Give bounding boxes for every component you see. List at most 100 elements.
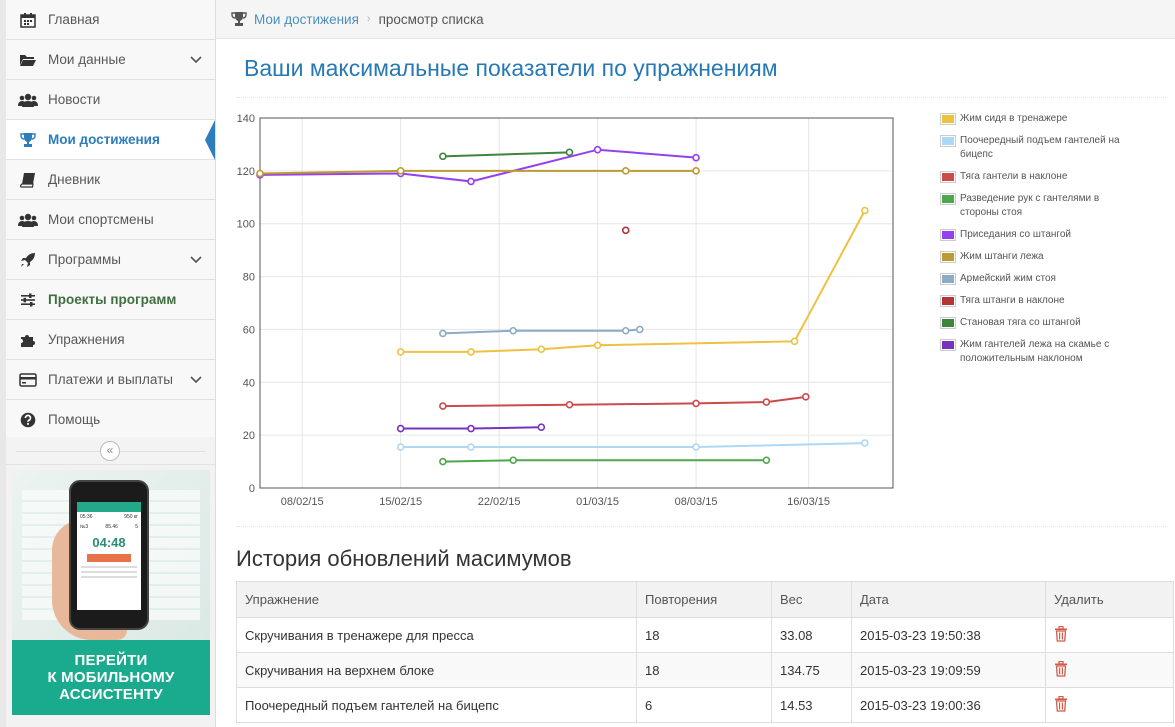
legend-swatch [940, 295, 956, 307]
legend-swatch [940, 339, 956, 351]
sidebar-item-news[interactable]: Новости [6, 80, 215, 120]
trash-icon[interactable] [1054, 695, 1068, 712]
legend-item[interactable]: Тяга штанги в наклоне [940, 294, 1140, 308]
data-point[interactable] [635, 325, 644, 334]
data-point[interactable] [593, 145, 602, 154]
data-point[interactable] [396, 443, 405, 451]
sidebar-item-label: Мои достижения [48, 132, 160, 147]
breadcrumb: Мои достижения › просмотр списка [216, 0, 1175, 39]
data-point[interactable] [396, 167, 405, 175]
cell-delete [1045, 687, 1174, 723]
sidebar-collapse-button[interactable]: « [100, 441, 120, 461]
trophy-icon [231, 12, 247, 26]
data-point[interactable] [509, 326, 518, 335]
data-point[interactable] [692, 443, 700, 451]
sliders-icon [18, 291, 38, 309]
data-point[interactable] [396, 348, 405, 356]
sidebar-item-exercises[interactable]: Упражнения [6, 320, 215, 360]
data-point[interactable] [467, 443, 475, 451]
data-point[interactable] [537, 423, 546, 432]
legend-swatch [940, 113, 956, 125]
users-icon [18, 211, 38, 229]
legend-label: Разведение рук с гантелями в стороны сто… [960, 193, 1100, 218]
sidebar-item-program-projects[interactable]: Проекты программ [6, 280, 215, 320]
cell-delete [1045, 652, 1174, 688]
data-point[interactable] [467, 424, 475, 433]
sidebar-item-payments[interactable]: Платежи и выплаты [6, 360, 215, 400]
y-tick-label: 120 [237, 166, 255, 178]
legend-item[interactable]: Становая тяга со штангой [940, 316, 1140, 330]
data-point[interactable] [861, 206, 869, 215]
main-content: Мои достижения › просмотр списка Ваши ма… [216, 0, 1175, 727]
data-point[interactable] [762, 456, 771, 465]
sidebar-item-diary[interactable]: Дневник [6, 160, 215, 200]
data-point[interactable] [565, 148, 574, 157]
sidebar-item-label: Упражнения [48, 332, 125, 347]
data-point[interactable] [762, 398, 771, 406]
data-point[interactable] [439, 152, 447, 161]
legend-item[interactable]: Армейский жим стоя [940, 272, 1140, 286]
legend-swatch [940, 317, 956, 329]
data-point[interactable] [509, 456, 518, 465]
mobile-assistant-banner[interactable]: 05:36 950 кг №3 85.46 5 04:48 ПЕРЕЙТИ К … [12, 470, 210, 715]
sidebar-item-label: Главная [48, 12, 100, 27]
legend-item[interactable]: Жим штанги лежа [940, 250, 1140, 264]
sidebar-item-label: Дневник [48, 172, 101, 187]
data-point[interactable] [396, 424, 405, 433]
cell-date: 2015-03-23 19:09:59 [851, 652, 1046, 688]
sidebar-item-my-athletes[interactable]: Мои спортсмены [6, 200, 215, 240]
divider [236, 526, 1166, 527]
data-point[interactable] [439, 329, 447, 338]
data-point[interactable] [621, 326, 630, 335]
phone-reps-value: 5 [135, 524, 138, 530]
chevron-down-icon [190, 256, 202, 264]
column-header-delete: Удалить [1045, 581, 1174, 618]
legend-item[interactable]: Жим гантелей лежа на скамье с положитель… [940, 338, 1140, 366]
sidebar-item-my-data[interactable]: Мои данные [6, 40, 215, 80]
data-point[interactable] [790, 337, 799, 346]
chart-grid [259, 117, 894, 489]
x-tick-label: 15/02/15 [379, 496, 422, 508]
question-circle-icon [18, 411, 38, 429]
x-tick-label: 16/03/15 [787, 496, 830, 508]
data-point[interactable] [692, 399, 700, 408]
legend-item[interactable]: Приседания со штангой [940, 228, 1140, 242]
legend-item[interactable]: Поочередный подъем гантелей на бицепс [940, 134, 1140, 162]
legend-label: Приседания со штангой [960, 229, 1071, 240]
data-point[interactable] [256, 169, 264, 178]
data-point[interactable] [861, 439, 869, 447]
phone-screen: 05:36 950 кг №3 85.46 5 04:48 [77, 502, 141, 610]
legend-item[interactable]: Тяга гантели в наклоне [940, 170, 1140, 184]
data-point[interactable] [439, 457, 447, 466]
data-point[interactable] [621, 226, 630, 235]
legend-item[interactable]: Жим сидя в тренажере [940, 112, 1140, 126]
sidebar-item-help[interactable]: Помощь [6, 400, 215, 440]
sidebar-item-label: Помощь [48, 412, 101, 427]
data-point[interactable] [692, 153, 700, 162]
sidebar-item-label: Мои данные [48, 52, 126, 67]
sidebar-item-programs[interactable]: Программы [6, 240, 215, 280]
data-point[interactable] [692, 167, 700, 175]
sidebar-item-home[interactable]: Главная [6, 0, 215, 40]
double-chevron-left-icon: « [106, 443, 114, 457]
data-point[interactable] [439, 402, 447, 410]
legend-item[interactable]: Разведение рук с гантелями в стороны сто… [940, 192, 1140, 220]
data-point[interactable] [593, 341, 602, 350]
trash-icon[interactable] [1054, 660, 1068, 677]
cell-reps: 6 [636, 687, 772, 723]
column-header-exercise: Упражнение [236, 581, 637, 618]
cell-exercise: Скручивания на верхнем блоке [236, 652, 637, 688]
sidebar-item-my-achievements[interactable]: Мои достижения [6, 120, 215, 160]
series-3 [439, 456, 771, 466]
data-point[interactable] [537, 345, 546, 354]
data-point[interactable] [621, 167, 630, 175]
data-point[interactable] [467, 177, 475, 186]
data-point[interactable] [565, 400, 574, 409]
data-point[interactable] [467, 348, 475, 356]
series-line [442, 328, 640, 335]
rocket-icon [18, 251, 38, 269]
breadcrumb-link[interactable]: Мои достижения [254, 11, 359, 27]
cell-exercise: Поочередный подъем гантелей на бицепс [236, 687, 637, 723]
data-point[interactable] [801, 393, 810, 401]
trash-icon[interactable] [1054, 625, 1068, 642]
